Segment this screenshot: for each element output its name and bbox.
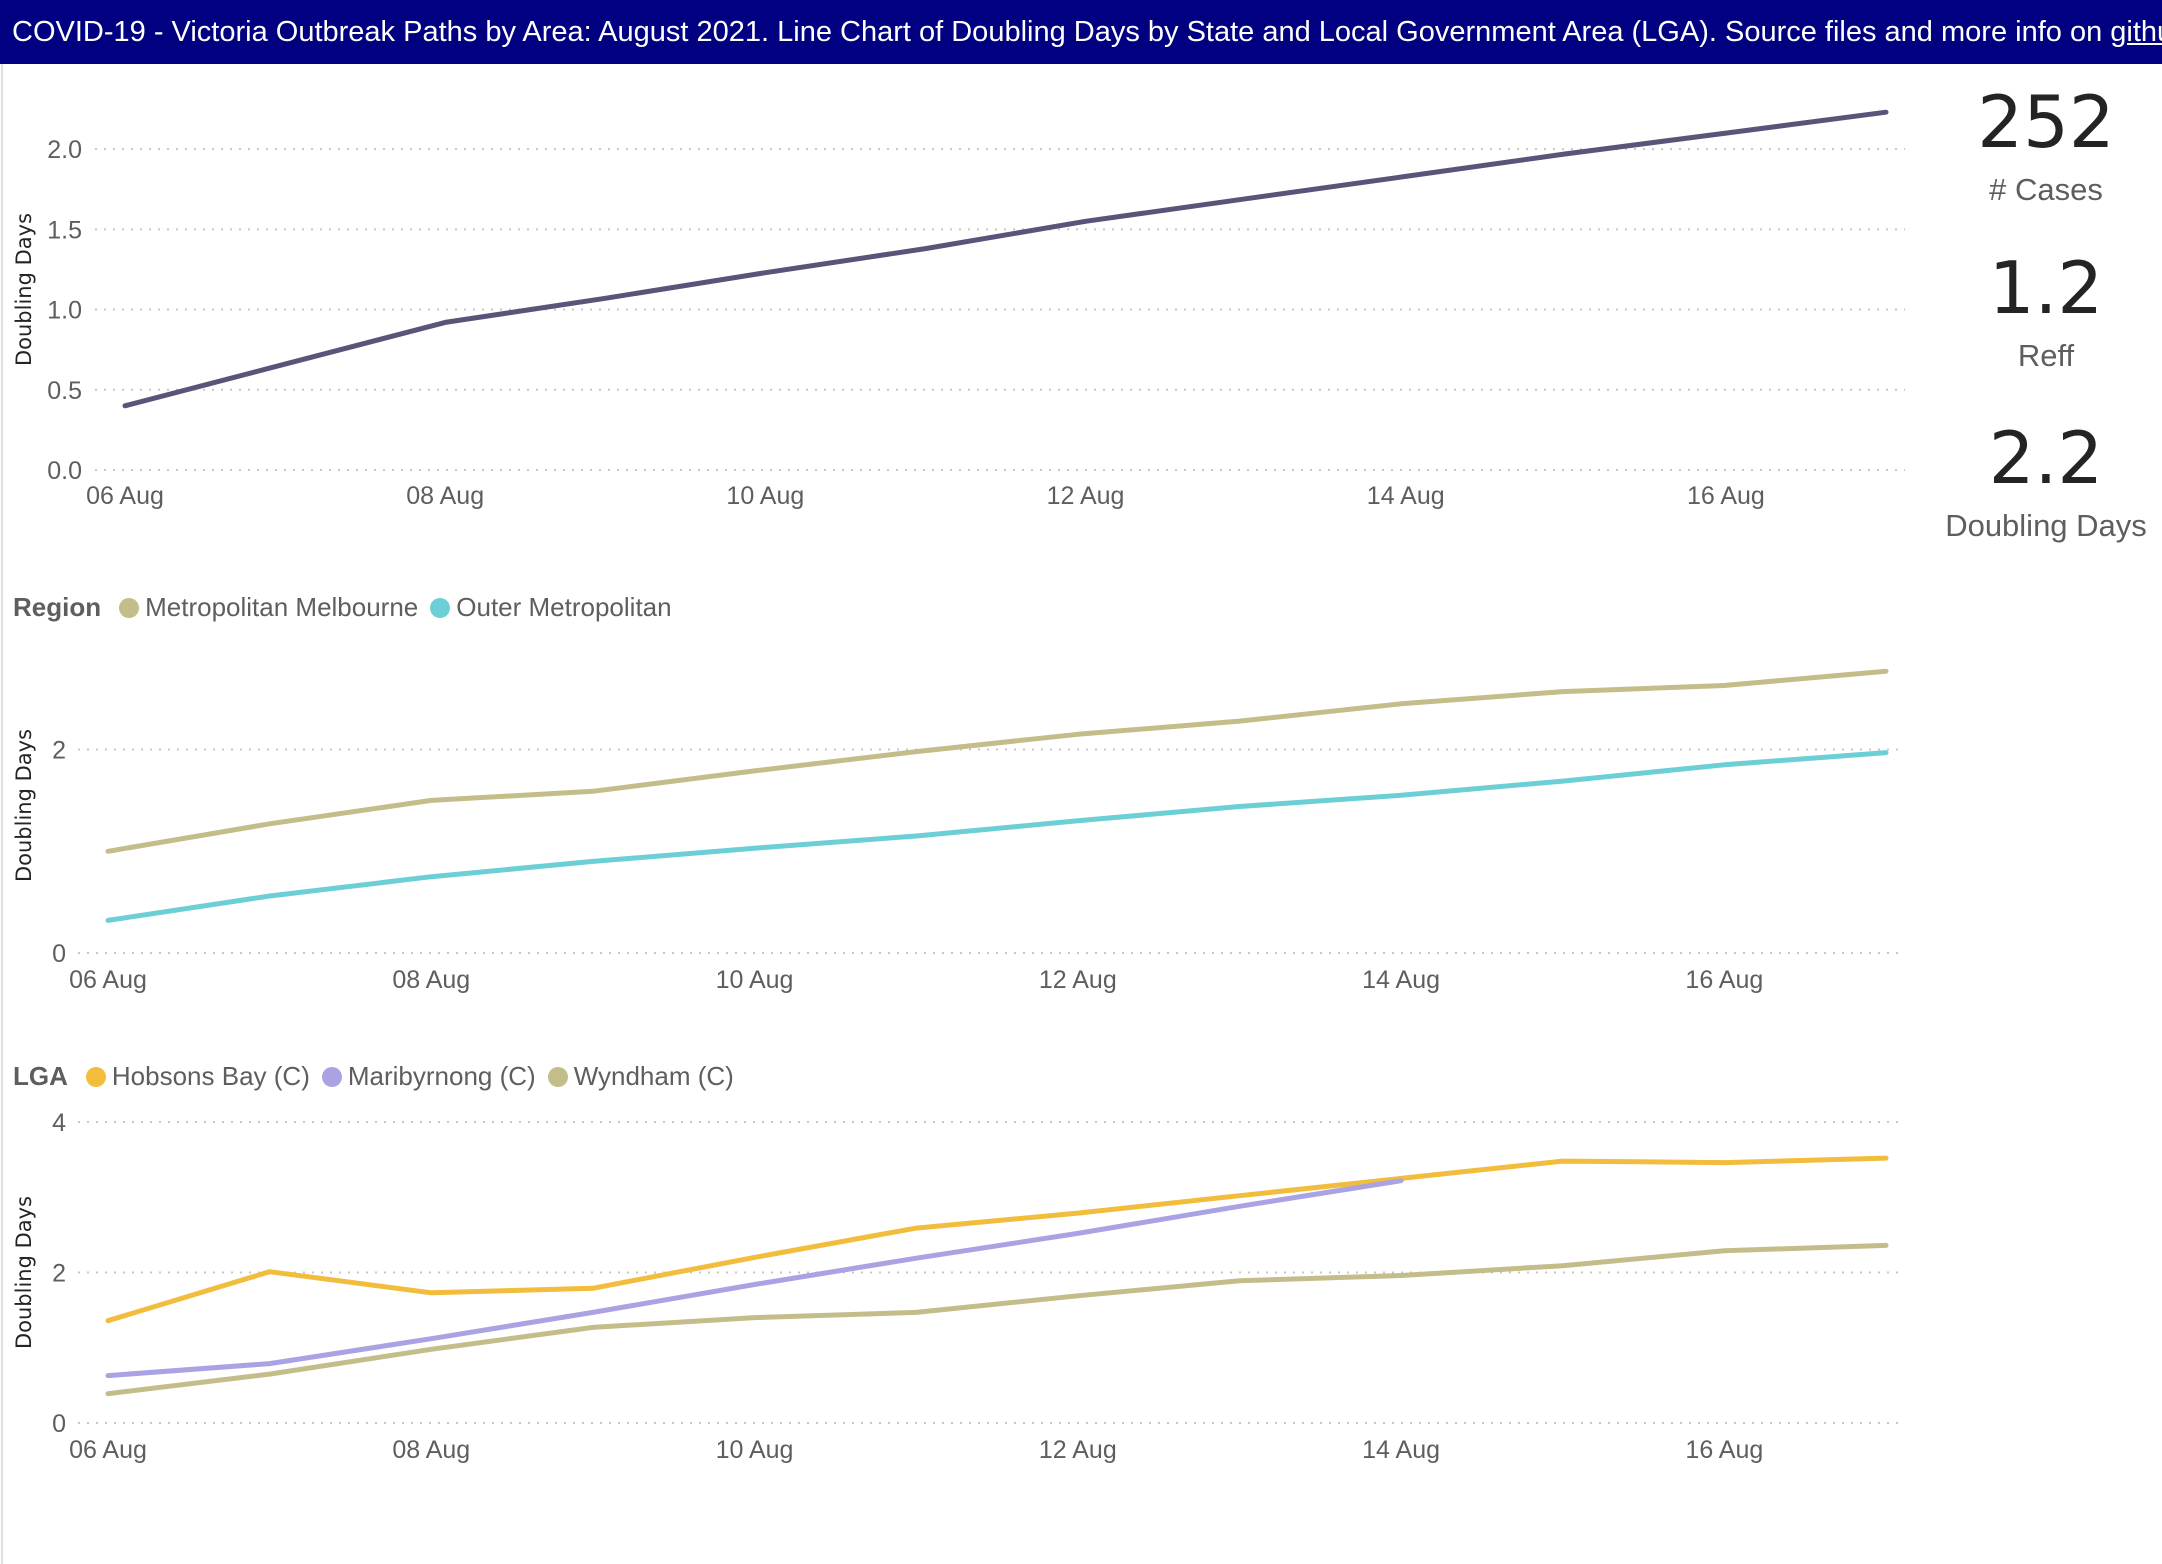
x-tick-label: 16 Aug [1687,482,1765,510]
kpi-value: 252 [1977,80,2115,164]
legend-label: Maribyrnong (C) [347,1061,536,1091]
legend-label: Wyndham (C) [573,1061,734,1091]
x-tick-label: 06 Aug [69,1436,147,1464]
kpi-value: 2.2 [1988,416,2104,500]
y-tick-label: 2.0 [47,136,82,164]
legend-item-hobsons-bay[interactable]: Hobsons Bay (C) [85,1061,310,1092]
x-tick-label: 16 Aug [1685,1436,1763,1464]
legend-label: Outer Metropolitan [456,592,672,622]
series-line-maribyrnong-c[interactable] [105,1178,1404,1379]
series-line-state[interactable] [122,109,1889,409]
y-tick-label: 0 [52,940,66,968]
region-legend: Region Metropolitan Melbourne Outer Metr… [13,592,684,623]
left-border [1,64,3,1564]
series-line-hobsons-bay-c[interactable] [105,1155,1889,1324]
x-tick-label: 14 Aug [1367,482,1445,510]
kpi-reff: 1.2 Reff [1930,252,2162,374]
x-tick-label: 10 Aug [716,1436,794,1464]
y-tick-label: 4 [52,1109,66,1137]
legend-dot [430,597,451,618]
y-tick-label: 0 [52,1410,66,1438]
legend-dot [119,597,140,618]
report-title-banner: COVID-19 - Victoria Outbreak Paths by Ar… [0,0,2162,64]
x-tick-label: 10 Aug [726,482,804,510]
x-tick-label: 06 Aug [69,966,147,994]
legend-item-wyndham[interactable]: Wyndham (C) [547,1061,734,1092]
github-link[interactable]: github [2110,16,2162,48]
lga-legend-title: LGA [13,1061,68,1091]
lga-legend: LGA Hobsons Bay (C) Maribyrnong (C) Wynd… [13,1061,746,1092]
x-tick-label: 14 Aug [1362,966,1440,994]
legend-item-metropolitan-melbourne[interactable]: Metropolitan Melbourne [119,592,418,623]
y-tick-label: 1.5 [47,216,82,244]
legend-label: Hobsons Bay (C) [111,1061,310,1091]
series-line-metropolitan-melbourne[interactable] [105,668,1889,854]
kpi-label: Doubling Days [1945,508,2147,543]
y-axis-title: Doubling Days [12,729,36,882]
x-tick-label: 12 Aug [1039,1436,1117,1464]
series-line-wyndham-c[interactable] [105,1242,1889,1397]
legend-dot [547,1066,568,1087]
y-tick-label: 0.5 [47,377,82,405]
x-tick-label: 12 Aug [1039,966,1117,994]
x-tick-label: 12 Aug [1047,482,1125,510]
y-tick-label: 2 [52,737,66,765]
kpi-cases: 252 # Cases [1930,86,2162,208]
legend-item-outer-metropolitan[interactable]: Outer Metropolitan [430,592,672,623]
x-tick-label: 16 Aug [1685,966,1763,994]
kpi-label: Reff [2017,338,2075,373]
x-tick-label: 08 Aug [392,966,470,994]
region-chart-svg: 0 2 Doubling Days 06 Aug 08 Aug 10 Aug 12 Aug 1… [12,668,1905,994]
state-doubling-chart: 0.0 0.5 1.0 1.5 2.0 Doubling Days 06 Aug 08 Aug… [0,64,1920,534]
y-tick-label: 0.0 [47,457,82,485]
x-tick-label: 08 Aug [392,1436,470,1464]
y-tick-label: 1.0 [47,297,82,325]
state-chart-svg: 0.0 0.5 1.0 1.5 2.0 Doubling Days 06 Aug 08 Aug… [12,109,1905,510]
region-legend-title: Region [13,592,102,622]
lga-doubling-chart: 0 2 4 Doubling Days 06 Aug 08 Aug 10 Aug 12 Aug… [0,1060,1920,1540]
kpi-value: 1.2 [1988,246,2104,330]
y-axis-title: Doubling Days [12,1196,36,1349]
legend-item-maribyrnong[interactable]: Maribyrnong (C) [321,1061,536,1092]
kpi-label: # Cases [1989,172,2103,207]
kpi-doubling-days: 2.2 Doubling Days [1930,422,2162,544]
report-title-text: COVID-19 - Victoria Outbreak Paths by Ar… [12,16,2111,48]
y-axis-title: Doubling Days [12,213,36,366]
x-tick-label: 08 Aug [406,482,484,510]
y-tick-label: 2 [52,1260,66,1288]
region-doubling-chart: 0 2 Doubling Days 06 Aug 08 Aug 10 Aug 12 Aug 1… [0,580,1920,1020]
legend-label: Metropolitan Melbourne [145,592,419,622]
x-tick-label: 14 Aug [1362,1436,1440,1464]
x-tick-label: 06 Aug [86,482,164,510]
legend-dot [85,1066,106,1087]
x-tick-label: 10 Aug [716,966,794,994]
lga-chart-svg: 0 2 4 Doubling Days 06 Aug 08 Aug 10 Aug 12 Aug… [12,1109,1905,1464]
series-line-outer-metropolitan[interactable] [105,750,1889,923]
legend-dot [321,1066,342,1087]
